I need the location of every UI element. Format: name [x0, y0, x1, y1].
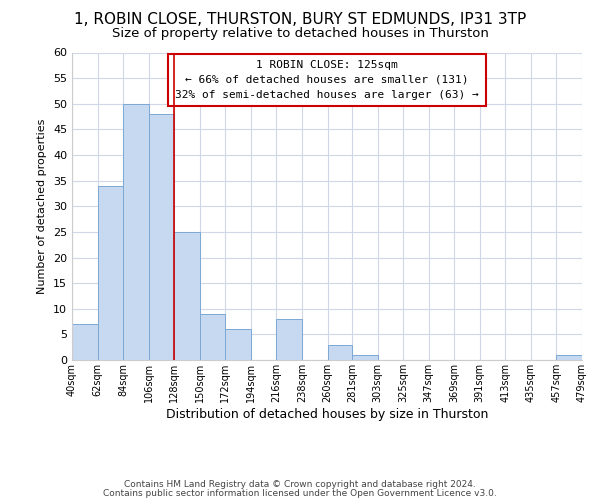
Bar [352, 355, 377, 360]
Text: Size of property relative to detached houses in Thurston: Size of property relative to detached ho… [112, 28, 488, 40]
Bar [72, 324, 98, 360]
Bar [200, 314, 226, 360]
Text: 1 ROBIN CLOSE: 125sqm
← 66% of detached houses are smaller (131)
32% of semi-det: 1 ROBIN CLOSE: 125sqm ← 66% of detached … [175, 60, 479, 100]
Text: Contains HM Land Registry data © Crown copyright and database right 2024.: Contains HM Land Registry data © Crown c… [124, 480, 476, 489]
Bar [556, 355, 582, 360]
Y-axis label: Number of detached properties: Number of detached properties [37, 118, 47, 294]
X-axis label: Distribution of detached houses by size in Thurston: Distribution of detached houses by size … [166, 408, 488, 420]
Bar [328, 344, 352, 360]
Bar [98, 186, 123, 360]
Bar [174, 232, 200, 360]
Bar [226, 329, 251, 360]
Bar [277, 319, 302, 360]
Text: 1, ROBIN CLOSE, THURSTON, BURY ST EDMUNDS, IP31 3TP: 1, ROBIN CLOSE, THURSTON, BURY ST EDMUND… [74, 12, 526, 28]
Bar [123, 104, 149, 360]
Text: Contains public sector information licensed under the Open Government Licence v3: Contains public sector information licen… [103, 488, 497, 498]
Bar [149, 114, 174, 360]
